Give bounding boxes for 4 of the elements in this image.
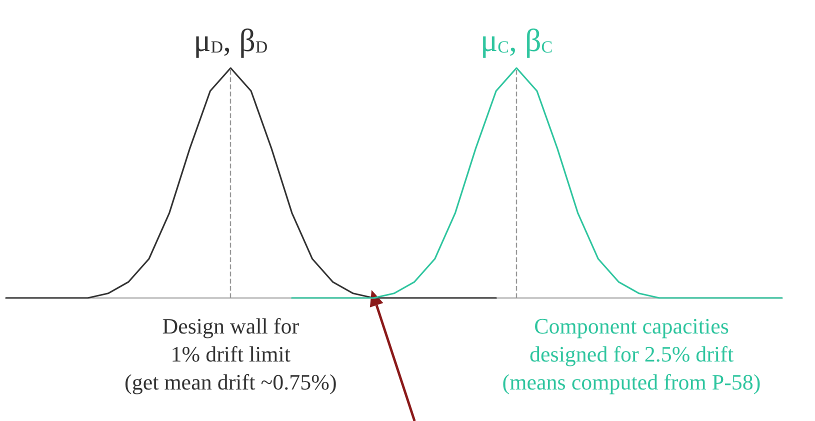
text: μD, βD — [194, 22, 268, 58]
text: Design wall for 1% drift limit (get mean drift ~0.75%) — [124, 314, 337, 394]
text: Component capacities designed for 2.5% drift (means computed from P-58) — [502, 314, 761, 394]
text: μC, βC — [480, 22, 553, 58]
